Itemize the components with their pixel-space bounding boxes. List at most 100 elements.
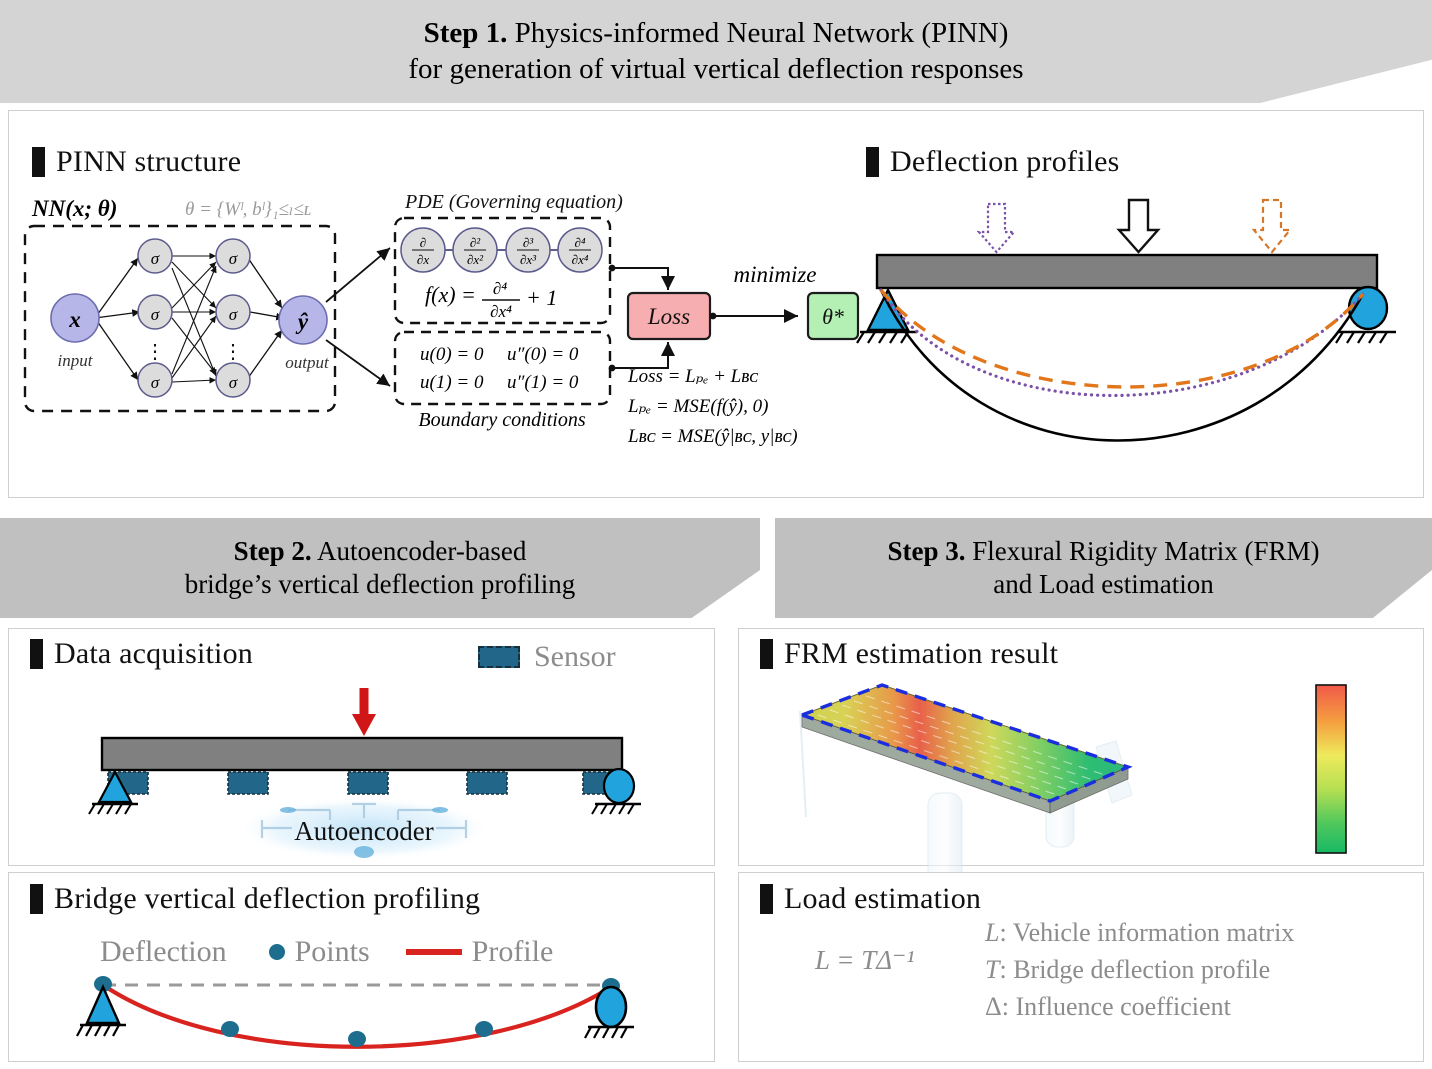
pinn-structure-label: PINN structure bbox=[56, 145, 242, 178]
profiling-legend: Deflection Points Profile bbox=[100, 935, 553, 969]
loss-equation-0: Loss = Lₚₑ + Lʙᴄ bbox=[627, 366, 758, 387]
svg-text:∂⁴: ∂⁴ bbox=[575, 235, 586, 250]
svg-text:∂³: ∂³ bbox=[523, 235, 534, 250]
points-swatch-icon bbox=[268, 944, 285, 960]
load-equation: L = TΔ⁻¹ bbox=[815, 945, 915, 975]
bc-title: Boundary conditions bbox=[418, 409, 585, 431]
sensor bbox=[227, 771, 269, 795]
frm-colorbar bbox=[1315, 684, 1347, 854]
step1-title-line2: for generation of virtual vertical defle… bbox=[408, 52, 1024, 85]
load-estimation-panel bbox=[738, 872, 1424, 1062]
sensor-legend-label: Sensor bbox=[534, 640, 616, 673]
lane-markings bbox=[817, 695, 1109, 797]
svg-text:∂: ∂ bbox=[420, 235, 426, 250]
bridge-profiling-label: Bridge vertical deflection profiling bbox=[54, 882, 481, 915]
step2-title-line1: Step 2. Autoencoder-based bbox=[234, 535, 527, 568]
step2-banner: Step 2. Autoencoder-based bridge’s verti… bbox=[0, 518, 760, 618]
bc-line2-right: u″(1) = 0 bbox=[507, 372, 579, 393]
roller-support-right bbox=[591, 767, 641, 815]
svg-text:⋮: ⋮ bbox=[223, 341, 243, 363]
load-estimation-header: Load estimation bbox=[760, 882, 981, 916]
definition-row: Δ: Influence coefficient bbox=[985, 989, 1294, 1026]
svg-text:∂x²: ∂x² bbox=[467, 252, 484, 267]
svg-text:σ: σ bbox=[151, 305, 160, 324]
roller-support-right bbox=[584, 985, 634, 1039]
bc-dashed-box bbox=[393, 330, 612, 406]
profile-swatch-icon bbox=[405, 949, 462, 955]
bullet-square-icon bbox=[760, 639, 773, 669]
svg-text:⋮: ⋮ bbox=[145, 341, 165, 363]
profile-legend-label: Profile bbox=[471, 935, 554, 968]
deflection-profiles-header: Deflection profiles bbox=[866, 145, 1120, 179]
loss-equation-1: Lₚₑ = MSE(f(ŷ), 0) bbox=[627, 396, 768, 417]
bc-line1-right: u″(0) = 0 bbox=[507, 344, 579, 365]
svg-text:output: output bbox=[285, 353, 330, 372]
svg-text:∂x⁴: ∂x⁴ bbox=[490, 302, 512, 321]
theta-star-box bbox=[806, 291, 860, 341]
deck-end-face bbox=[1049, 766, 1129, 814]
deflection-profile-chart bbox=[55, 975, 675, 1063]
bc-line1-left: u(0) = 0 bbox=[420, 344, 484, 365]
sensor bbox=[347, 771, 389, 795]
step2-bold: Step 2. bbox=[233, 536, 312, 567]
nn-label: NN(x; θ) bbox=[31, 196, 117, 221]
autoencoder-label: Autoencoder bbox=[294, 816, 433, 846]
svg-text:f(x) =: f(x) = bbox=[425, 282, 476, 307]
deflection-curve-solid-black bbox=[879, 289, 1365, 442]
pinn-diagram: NN(x; θ) θ = {Wˡ, bˡ}₁≤ₗ≤ʟ x input σ σ ⋮ bbox=[20, 190, 860, 490]
points-legend-label: Points bbox=[294, 935, 370, 968]
step2-title-line2: bridge’s vertical deflection profiling bbox=[184, 569, 576, 599]
svg-text:σ: σ bbox=[229, 373, 238, 392]
loss-equation-2: Lʙᴄ = MSE(ŷ|ʙᴄ, y|ʙᴄ) bbox=[627, 426, 798, 447]
output-node bbox=[278, 295, 328, 345]
svg-text:∂x³: ∂x³ bbox=[520, 252, 537, 267]
pinn-structure-header: PINN structure bbox=[32, 145, 241, 179]
definition-row: L: Vehicle information matrix bbox=[985, 915, 1294, 952]
definition-symbol: L bbox=[985, 918, 1000, 947]
deflection-curve-dotted-purple bbox=[879, 288, 1365, 397]
definition-symbol: T bbox=[985, 954, 1000, 984]
theta-definition: θ = {Wˡ, bˡ}₁≤ₗ≤ʟ bbox=[185, 199, 311, 220]
svg-text:∂x⁴: ∂x⁴ bbox=[572, 252, 589, 267]
svg-text:∂⁴: ∂⁴ bbox=[493, 279, 507, 298]
step3-title-line2: and Load estimation bbox=[993, 569, 1214, 599]
nn-dashed-box bbox=[23, 224, 337, 413]
bridge-beam bbox=[875, 253, 1379, 290]
load-definitions: L: Vehicle information matrix T: Bridge … bbox=[985, 915, 1294, 1026]
svg-text:Loss: Loss bbox=[647, 304, 690, 329]
deflection-profiles-label: Deflection profiles bbox=[890, 145, 1120, 178]
data-acquisition-header: Data acquisition bbox=[30, 637, 253, 671]
hidden-layer-2: σ σ ⋮ σ bbox=[215, 238, 251, 398]
load-arrow-black bbox=[1116, 198, 1161, 254]
autoencoder-graphic: Autoencoder bbox=[236, 798, 492, 862]
bullet-square-icon bbox=[760, 884, 773, 914]
bullet-square-icon bbox=[32, 147, 45, 177]
frm-result-header: FRM estimation result bbox=[760, 637, 1058, 671]
svg-text:x: x bbox=[68, 307, 81, 332]
svg-text:θ*: θ* bbox=[822, 304, 844, 329]
deflection-points bbox=[94, 976, 620, 1047]
svg-text:ŷ: ŷ bbox=[295, 309, 309, 334]
data-acquisition-label: Data acquisition bbox=[54, 637, 253, 670]
deflection-legend-label: Deflection bbox=[100, 935, 227, 968]
pin-support-left bbox=[76, 984, 126, 1037]
step3-title-line1: Step 3. Flexural Rigidity Matrix (FRM) bbox=[887, 535, 1319, 568]
sensor bbox=[466, 771, 508, 795]
svg-text:∂²: ∂² bbox=[470, 235, 481, 250]
definition-text: : Vehicle information matrix bbox=[999, 918, 1295, 947]
load-estimation-label: Load estimation bbox=[784, 882, 982, 915]
deflection-profiles-diagram bbox=[855, 190, 1415, 490]
frm-result-label: FRM estimation result bbox=[784, 637, 1059, 670]
svg-text:+ 1: + 1 bbox=[526, 285, 557, 310]
sensor-array bbox=[107, 771, 624, 795]
frm-region-outline bbox=[796, 683, 1133, 803]
pin-support-left bbox=[88, 769, 138, 815]
derivative-operators: ∂ ∂x ∂² ∂x² ∂³ ∂x³ ∂⁴ ∂x⁴ bbox=[400, 227, 603, 273]
bullet-square-icon bbox=[30, 884, 43, 914]
step3-banner: Step 3. Flexural Rigidity Matrix (FRM) a… bbox=[775, 518, 1432, 618]
definition-row: T: Bridge deflection profile bbox=[985, 952, 1294, 989]
step1-bold: Step 1. bbox=[423, 17, 508, 50]
svg-text:σ: σ bbox=[151, 373, 160, 392]
svg-text:σ: σ bbox=[229, 249, 238, 268]
pde-title: PDE (Governing equation) bbox=[404, 191, 623, 213]
